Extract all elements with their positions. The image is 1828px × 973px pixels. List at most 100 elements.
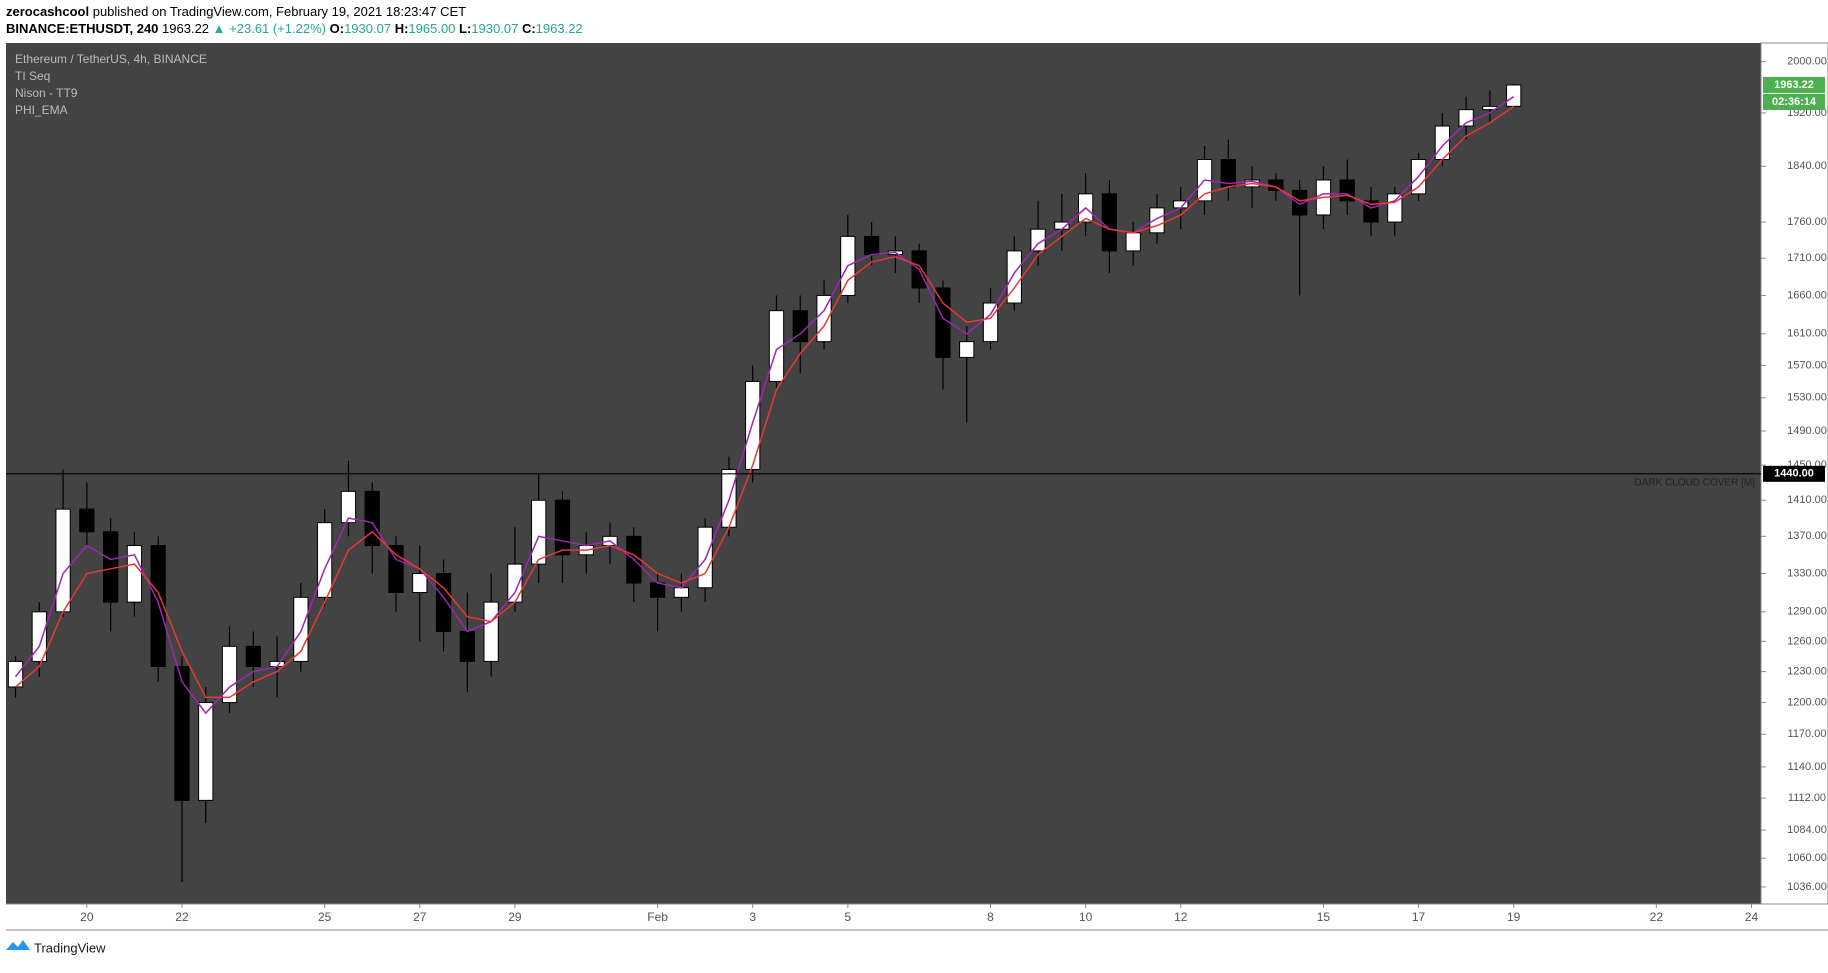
x-tick-label: 8	[987, 910, 994, 924]
last: 1963.22	[162, 21, 209, 36]
x-tick-label: 24	[1745, 910, 1759, 924]
y-tick-label: 2000.00	[1787, 56, 1827, 68]
ohlc-value: 1930.07	[471, 21, 518, 36]
y-tick-label: 1230.00	[1787, 665, 1827, 677]
y-tick-label: 1060.00	[1787, 852, 1827, 864]
y-tick-label: 1530.00	[1787, 392, 1827, 404]
candle-body	[531, 499, 547, 565]
horizontal-line-name: DARK CLOUD COVER [M]	[1634, 477, 1755, 488]
author: zerocashcool	[6, 4, 89, 19]
candle-body	[863, 235, 880, 256]
ohlc-value: 1963.22	[536, 21, 583, 36]
ohlc-label: O:	[330, 21, 344, 36]
candle-body	[55, 508, 71, 613]
candle-body	[459, 630, 475, 662]
x-tick-label: 22	[175, 910, 189, 924]
ema-line	[14, 96, 1515, 715]
ohlc-value: 1930.07	[344, 21, 391, 36]
legend-entry: TI Seq	[15, 69, 50, 83]
candle-body	[507, 563, 523, 603]
candle-body	[1387, 193, 1403, 223]
countdown-tag	[1763, 93, 1825, 110]
change: ▲ +23.61 (+1.22%)	[213, 21, 326, 36]
ohlc-label: C:	[522, 21, 536, 36]
candle-body	[483, 601, 499, 662]
last-price-label: 1963.22	[1774, 79, 1814, 91]
x-tick-label: 20	[80, 910, 94, 924]
y-tick-label: 1570.00	[1787, 359, 1827, 371]
x-tick-label: 25	[318, 910, 332, 924]
y-tick-label: 1200.00	[1787, 696, 1827, 708]
x-tick-label: 19	[1507, 910, 1521, 924]
x-tick-label: 27	[413, 910, 427, 924]
candle-body	[649, 582, 666, 598]
candle-body	[79, 508, 95, 533]
y-tick-label: 1610.00	[1787, 328, 1827, 340]
symbol: BINANCE:ETHUSDT, 240	[6, 21, 158, 36]
legend-entry: PHI_EMA	[15, 103, 68, 117]
candle-body	[673, 587, 689, 598]
ohlc-label: L:	[459, 21, 471, 36]
x-tick-label: Feb	[647, 910, 668, 924]
candle-body	[198, 702, 214, 801]
y-tick-label: 1036.00	[1787, 881, 1827, 893]
x-tick-label: 29	[508, 910, 522, 924]
candle-body	[174, 665, 190, 801]
candle-body	[768, 310, 785, 382]
y-tick-label: 1760.00	[1787, 216, 1827, 228]
price-tag-label: 1440.00	[1774, 468, 1814, 480]
candle-body	[340, 490, 357, 524]
y-tick-label: 1260.00	[1787, 635, 1827, 647]
candle-body	[1101, 193, 1118, 252]
x-tick-label: 5	[844, 910, 851, 924]
candle-body	[935, 287, 951, 358]
y-tick-label: 1112.00	[1788, 792, 1826, 804]
x-tick-label: 10	[1079, 910, 1093, 924]
y-tick-label: 1330.00	[1787, 567, 1827, 579]
y-tick-label: 1140.00	[1788, 761, 1827, 773]
candle-body	[745, 380, 761, 470]
candle-body	[959, 341, 975, 358]
y-tick-label: 1840.00	[1787, 160, 1827, 172]
candle-body	[31, 611, 47, 662]
candle-body	[1292, 189, 1308, 216]
legend-entry: Ethereum / TetherUS, 4h, BINANCE	[15, 52, 207, 66]
x-tick-label: 22	[1650, 910, 1664, 924]
ohlc-label: H:	[395, 21, 409, 36]
x-tick-label: 3	[749, 910, 756, 924]
y-tick-label: 1170.00	[1788, 728, 1827, 740]
published: published on TradingView.com, February 1…	[93, 4, 466, 19]
y-tick-label: 1710.00	[1787, 252, 1827, 264]
legend-entry: Nison - TT9	[15, 86, 78, 100]
candle-body	[982, 302, 999, 343]
ohlc-value: 1965.00	[408, 21, 455, 36]
candle-body	[435, 573, 452, 632]
x-tick-label: 17	[1412, 910, 1426, 924]
candle-body	[1149, 207, 1165, 234]
logo	[6, 940, 30, 950]
candle-body	[126, 545, 143, 603]
candle-body	[1125, 232, 1141, 252]
candle-body	[554, 499, 571, 556]
y-tick-label: 1410.00	[1787, 494, 1827, 506]
x-tick-label: 15	[1317, 910, 1331, 924]
candle-body	[245, 645, 261, 667]
y-tick-label: 1290.00	[1787, 606, 1827, 618]
candle-body	[221, 645, 238, 704]
candle-body	[150, 545, 166, 667]
symbol-line: BINANCE:ETHUSDT, 240 1963.22 ▲ +23.61 (+…	[6, 21, 583, 36]
countdown-label: 02:36:14	[1772, 96, 1817, 108]
candle-body	[317, 522, 333, 598]
y-tick-label: 1084.00	[1787, 824, 1827, 836]
ema-line	[15, 105, 1515, 699]
candle-body	[1506, 84, 1522, 107]
y-tick-label: 1490.00	[1787, 425, 1827, 437]
y-tick-label: 1370.00	[1787, 530, 1827, 542]
brand: TradingView	[34, 940, 106, 955]
last-price-tag	[1763, 76, 1825, 93]
header-line: zerocashcool published on TradingView.co…	[6, 4, 466, 19]
y-tick-label: 1660.00	[1787, 289, 1827, 301]
plot: DARK CLOUD COVER [M]	[6, 83, 1761, 883]
